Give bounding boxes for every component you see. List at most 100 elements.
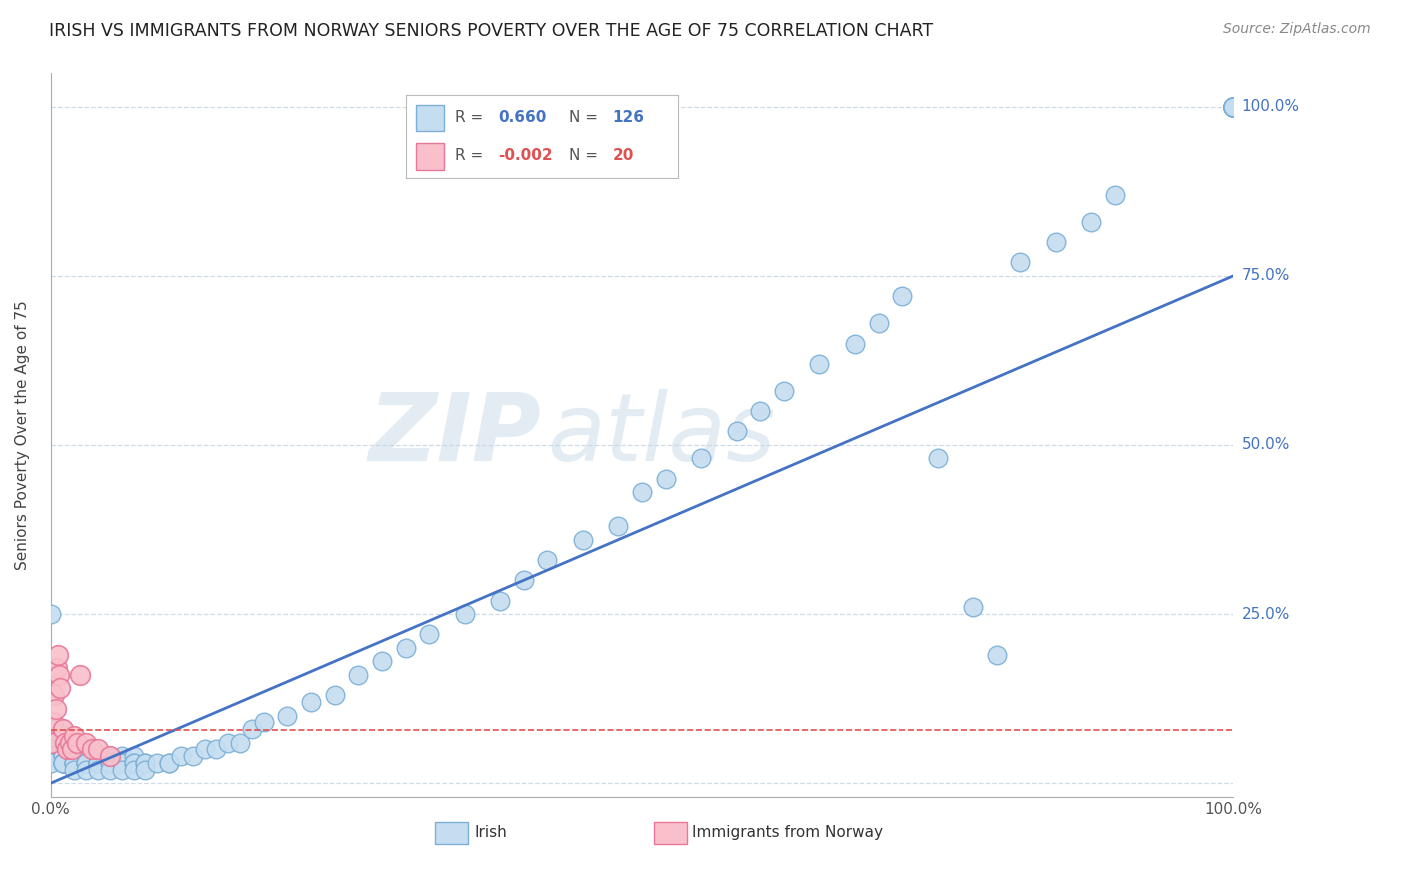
Point (868, 316, 890, 330)
Point (1222, 100, 1244, 114)
Point (75, 742, 97, 756)
Point (63, 756, 86, 770)
Point (82, 742, 104, 756)
Point (52, 756, 75, 770)
Point (98, 749, 121, 764)
Point (48, 668, 70, 682)
Point (1222, 100, 1244, 114)
Text: Irish: Irish (474, 825, 508, 840)
Point (1222, 100, 1244, 114)
Point (63, 763, 86, 777)
Point (1222, 100, 1244, 114)
Point (60, 742, 83, 756)
Point (1222, 100, 1244, 114)
Point (87, 742, 110, 756)
Point (52, 756, 75, 770)
Point (654, 472, 676, 486)
Point (323, 688, 346, 702)
Point (891, 289, 914, 303)
Point (1222, 100, 1244, 114)
Point (98, 756, 121, 770)
Point (42, 715, 65, 730)
Point (52, 722, 75, 736)
Point (347, 668, 370, 682)
Point (98, 749, 121, 764)
Point (157, 756, 180, 770)
Point (52, 735, 75, 749)
Point (122, 756, 145, 770)
Point (749, 404, 772, 418)
Point (1010, 255, 1032, 269)
Point (111, 763, 134, 777)
Point (229, 735, 252, 749)
Point (489, 593, 512, 607)
Point (87, 756, 110, 770)
Point (217, 735, 239, 749)
Point (39, 722, 62, 736)
Point (607, 519, 630, 533)
Point (52, 742, 75, 756)
Y-axis label: Seniors Poverty Over the Age of 75: Seniors Poverty Over the Age of 75 (15, 300, 30, 570)
Point (122, 749, 145, 764)
Point (75, 735, 97, 749)
Point (63, 729, 86, 743)
Point (1222, 100, 1244, 114)
Point (962, 600, 984, 615)
Point (1222, 100, 1244, 114)
Point (1080, 215, 1102, 229)
Point (1222, 100, 1244, 114)
Point (1222, 100, 1244, 114)
Text: atlas: atlas (547, 389, 776, 480)
FancyBboxPatch shape (434, 822, 468, 844)
Point (1104, 187, 1126, 202)
Point (1222, 100, 1244, 114)
Point (52, 742, 75, 756)
Point (1222, 100, 1244, 114)
Point (75, 756, 97, 770)
Point (39, 729, 62, 743)
Point (49, 681, 72, 696)
Point (773, 384, 796, 398)
Point (1045, 235, 1067, 249)
Point (690, 451, 713, 466)
Point (39, 742, 62, 756)
Point (181, 749, 204, 764)
Point (146, 756, 169, 770)
Point (111, 749, 134, 764)
Point (134, 756, 156, 770)
Point (111, 756, 134, 770)
Point (52, 756, 75, 770)
Point (1222, 100, 1244, 114)
Point (1222, 100, 1244, 114)
Point (240, 722, 263, 736)
Point (39, 749, 62, 764)
Point (1222, 100, 1244, 114)
Point (1222, 100, 1244, 114)
Text: IRISH VS IMMIGRANTS FROM NORWAY SENIORS POVERTY OVER THE AGE OF 75 CORRELATION C: IRISH VS IMMIGRANTS FROM NORWAY SENIORS … (49, 22, 934, 40)
Point (52, 756, 75, 770)
Point (52, 722, 75, 736)
Point (45, 661, 67, 675)
Point (52, 729, 75, 743)
Point (66, 735, 89, 749)
Point (63, 742, 86, 756)
Point (1222, 100, 1244, 114)
Point (39, 735, 62, 749)
Point (39, 735, 62, 749)
Point (572, 533, 595, 547)
Point (52, 749, 75, 764)
Point (63, 756, 86, 770)
Point (418, 627, 440, 641)
Point (87, 756, 110, 770)
Point (253, 715, 276, 730)
Point (1222, 100, 1244, 114)
Point (1222, 100, 1244, 114)
Point (299, 695, 322, 709)
Point (63, 742, 86, 756)
Point (122, 763, 145, 777)
Point (1222, 100, 1244, 114)
Text: 25.0%: 25.0% (1241, 607, 1289, 622)
Point (98, 756, 121, 770)
Point (63, 756, 86, 770)
Point (52, 735, 75, 749)
